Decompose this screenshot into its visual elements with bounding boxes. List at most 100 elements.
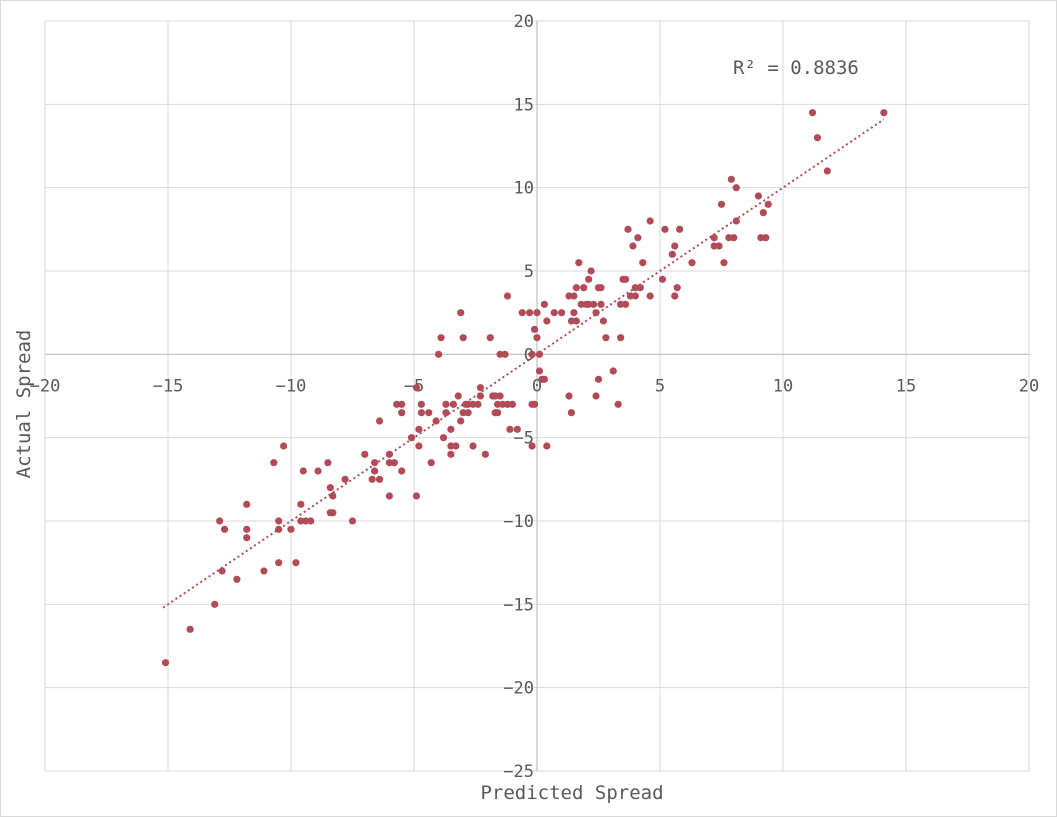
data-point <box>676 225 684 233</box>
data-point <box>341 475 349 483</box>
data-point <box>621 300 630 308</box>
data-point <box>211 600 219 608</box>
data-point <box>371 467 379 475</box>
data-point <box>417 409 425 417</box>
data-point <box>297 517 305 525</box>
data-point <box>597 284 605 292</box>
data-point <box>375 475 384 483</box>
data-point <box>602 334 610 342</box>
x-tick-label: −10 <box>276 376 307 396</box>
data-point <box>567 409 576 417</box>
data-point <box>299 467 307 475</box>
data-point <box>813 134 822 142</box>
data-point <box>671 292 679 300</box>
data-point <box>668 250 676 258</box>
data-point <box>452 442 460 450</box>
data-point <box>435 350 443 358</box>
data-point <box>486 334 494 342</box>
data-point <box>375 417 384 425</box>
data-point <box>550 309 558 317</box>
data-point <box>447 425 455 433</box>
data-point <box>535 367 544 375</box>
data-point <box>518 309 526 317</box>
data-point <box>302 517 310 525</box>
data-point <box>720 259 728 267</box>
data-point <box>626 292 635 300</box>
data-point <box>292 559 300 567</box>
data-point <box>631 292 640 300</box>
data-point <box>216 517 224 525</box>
data-point <box>476 384 485 392</box>
data-point <box>617 334 625 342</box>
data-point <box>727 175 735 183</box>
data-point <box>469 400 477 408</box>
r-squared-label: R² = 0.8836 <box>733 57 859 79</box>
data-point <box>496 392 504 400</box>
data-point <box>558 309 566 317</box>
data-point <box>646 217 654 225</box>
data-point <box>688 259 696 267</box>
data-point <box>526 309 534 317</box>
data-point <box>717 200 726 208</box>
data-point <box>639 259 647 267</box>
y-tick-label: 15 <box>514 95 534 115</box>
data-point <box>326 484 334 492</box>
data-point <box>631 284 640 292</box>
x-axis-title: Predicted Spread <box>480 782 663 804</box>
data-point <box>307 517 315 525</box>
data-point <box>725 234 733 242</box>
data-point <box>464 409 472 417</box>
data-point <box>412 384 421 392</box>
data-point <box>513 425 521 433</box>
data-point <box>348 517 357 525</box>
data-point <box>572 317 580 325</box>
data-point <box>624 225 632 233</box>
data-point <box>329 509 337 517</box>
data-point <box>533 309 541 317</box>
data-point <box>415 442 423 450</box>
data-point <box>543 317 551 325</box>
data-point <box>710 234 718 242</box>
data-point <box>530 400 539 408</box>
data-point <box>280 442 288 450</box>
data-point <box>506 425 514 433</box>
data-point <box>481 450 489 458</box>
y-axis-title: Actual Spread <box>13 330 35 479</box>
data-point <box>474 400 482 408</box>
data-point <box>572 284 580 292</box>
data-point <box>243 534 251 542</box>
data-point <box>508 400 516 408</box>
data-point <box>275 525 283 533</box>
data-point <box>592 392 600 400</box>
data-point <box>503 400 512 408</box>
data-point <box>459 334 467 342</box>
data-point <box>457 309 465 317</box>
data-point <box>496 350 504 358</box>
data-point <box>314 467 322 475</box>
data-point <box>609 367 617 375</box>
y-tick-label: −10 <box>503 512 534 532</box>
data-point <box>371 459 379 467</box>
data-point <box>287 525 295 533</box>
data-point <box>535 350 544 358</box>
data-point <box>587 267 595 275</box>
data-point <box>449 400 457 408</box>
data-point <box>186 625 194 633</box>
data-point <box>661 225 669 233</box>
data-point <box>432 417 440 425</box>
data-point <box>592 309 600 317</box>
data-point <box>565 392 573 400</box>
y-tick-label: −20 <box>503 679 534 699</box>
data-point <box>759 209 767 217</box>
x-tick-label: 15 <box>896 376 916 396</box>
data-point <box>275 517 283 525</box>
data-point <box>260 567 268 575</box>
data-point <box>585 275 593 283</box>
data-point <box>730 234 738 242</box>
data-point <box>437 334 445 342</box>
data-point <box>577 300 585 308</box>
data-point <box>599 317 608 325</box>
data-point <box>275 559 283 567</box>
